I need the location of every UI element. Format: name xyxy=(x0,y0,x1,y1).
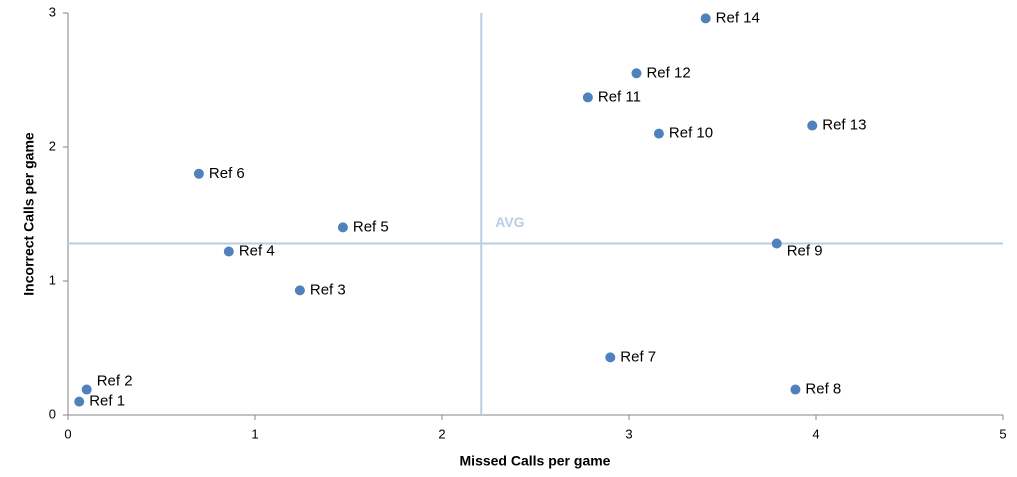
point-label: Ref 6 xyxy=(209,165,245,182)
point-label: Ref 12 xyxy=(646,64,690,81)
point-label: Ref 11 xyxy=(598,88,641,105)
x-tick-label: 2 xyxy=(438,426,445,441)
point-label: Ref 14 xyxy=(716,9,760,26)
point-label: Ref 5 xyxy=(353,218,389,235)
point xyxy=(790,384,801,395)
point xyxy=(294,285,305,296)
x-tick-label: 3 xyxy=(625,426,632,441)
point-label: Ref 2 xyxy=(97,373,133,390)
x-tick-label: 4 xyxy=(812,426,819,441)
point xyxy=(771,238,782,249)
point xyxy=(582,92,593,103)
point xyxy=(81,384,92,395)
point xyxy=(653,128,664,139)
point xyxy=(337,222,348,233)
point xyxy=(631,68,642,79)
y-tick-label: 2 xyxy=(49,138,56,153)
x-axis-title: Missed Calls per game xyxy=(460,453,611,469)
point-label: Ref 8 xyxy=(805,381,841,398)
point-label: Ref 1 xyxy=(89,393,125,410)
point-label: Ref 13 xyxy=(822,117,866,134)
x-tick-label: 1 xyxy=(251,426,258,441)
y-tick-label: 1 xyxy=(49,272,56,287)
point-label: Ref 7 xyxy=(620,348,656,365)
y-tick-label: 0 xyxy=(49,406,56,421)
point-label: Ref 3 xyxy=(310,281,346,298)
point-label: Ref 4 xyxy=(239,242,275,259)
point xyxy=(193,168,204,179)
point xyxy=(807,120,818,131)
point xyxy=(700,13,711,24)
point xyxy=(223,246,234,257)
y-tick-label: 3 xyxy=(49,4,56,19)
point xyxy=(74,396,85,407)
x-tick-label: 0 xyxy=(64,426,71,441)
x-tick-label: 5 xyxy=(999,426,1006,441)
y-axis-title: Incorrect Calls per game xyxy=(21,132,37,296)
avg-label: AVG xyxy=(495,214,524,230)
point-label: Ref 9 xyxy=(787,242,823,259)
point xyxy=(605,352,616,363)
point-label: Ref 10 xyxy=(669,125,713,142)
